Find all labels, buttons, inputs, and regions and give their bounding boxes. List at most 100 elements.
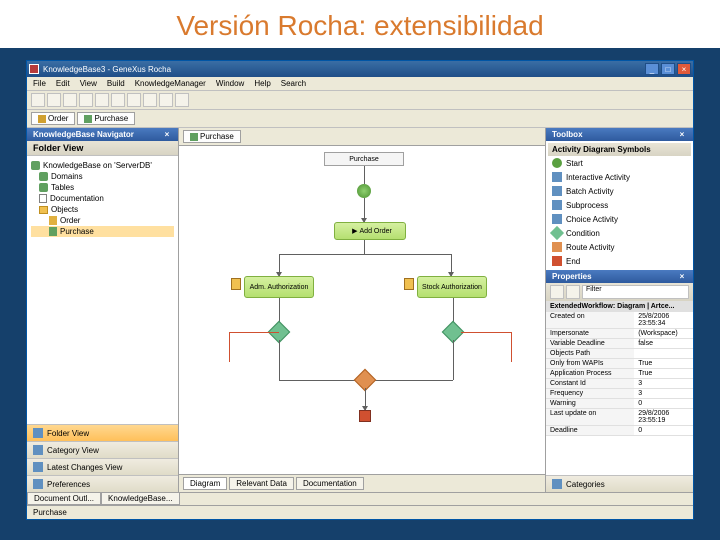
tree-objects[interactable]: Objects: [31, 204, 174, 215]
diagram-canvas[interactable]: Purchase ▶ Add Order Adm. Authorization …: [179, 146, 545, 474]
tool-redo[interactable]: [143, 93, 157, 107]
subprocess-icon: [552, 200, 562, 210]
stack-category-view[interactable]: Category View: [27, 441, 178, 458]
toolbox-close-icon[interactable]: ×: [677, 130, 687, 139]
tree-order[interactable]: Order: [31, 215, 174, 226]
add-order-node[interactable]: ▶ Add Order: [334, 222, 406, 240]
property-value[interactable]: 25/8/2006 23:55:34: [634, 312, 693, 328]
stack-preferences[interactable]: Preferences: [27, 475, 178, 492]
tree-tables[interactable]: Tables: [31, 182, 174, 193]
tool-build[interactable]: [159, 93, 173, 107]
btab-kb[interactable]: KnowledgeBase...: [101, 493, 180, 505]
property-value[interactable]: True: [634, 359, 693, 368]
window-titlebar: KnowledgeBase3 - GeneXus Rocha _ □ ×: [27, 61, 693, 77]
actor-icon: [231, 278, 241, 290]
maximize-button[interactable]: □: [661, 63, 675, 75]
tool-run[interactable]: [175, 93, 189, 107]
navigator-close-icon[interactable]: ×: [162, 130, 172, 139]
property-row[interactable]: Variable Deadlinefalse: [546, 339, 693, 349]
categories-footer[interactable]: Categories: [546, 475, 693, 492]
purchase-obj-icon: [49, 227, 57, 236]
tbx-subprocess[interactable]: Subprocess: [548, 198, 691, 212]
menu-help[interactable]: Help: [254, 79, 270, 88]
tool-open[interactable]: [47, 93, 61, 107]
prefs-icon: [33, 479, 43, 489]
property-value[interactable]: false: [634, 339, 693, 348]
tbx-start[interactable]: Start: [548, 156, 691, 170]
tree-root-label: KnowledgeBase on 'ServerDB': [43, 161, 152, 170]
tree-domains[interactable]: Domains: [31, 171, 174, 182]
tbx-batch[interactable]: Batch Activity: [548, 184, 691, 198]
stack-folder-view[interactable]: Folder View: [27, 424, 178, 441]
properties-grid[interactable]: ExtendedWorkflow: Diagram | Artce... Cre…: [546, 301, 693, 475]
stock-auth-node[interactable]: Stock Authorization: [417, 276, 487, 298]
property-value[interactable]: 3: [634, 379, 693, 388]
choice-icon: [552, 214, 562, 224]
menu-build[interactable]: Build: [107, 79, 125, 88]
menu-file[interactable]: File: [33, 79, 46, 88]
diagram-title-node[interactable]: Purchase: [324, 152, 404, 166]
tree-purchase[interactable]: Purchase: [31, 226, 174, 237]
tbx-route[interactable]: Route Activity: [548, 240, 691, 254]
property-row[interactable]: Deadline0: [546, 426, 693, 436]
menu-view[interactable]: View: [80, 79, 97, 88]
property-row[interactable]: Application ProcessTrue: [546, 369, 693, 379]
property-row[interactable]: Only from WAPIsTrue: [546, 359, 693, 369]
menu-search[interactable]: Search: [281, 79, 306, 88]
property-row[interactable]: Last update on29/8/2006 23:55:19: [546, 409, 693, 426]
menu-edit[interactable]: Edit: [56, 79, 70, 88]
stack-latest-changes[interactable]: Latest Changes View: [27, 458, 178, 475]
properties-close-icon[interactable]: ×: [677, 272, 687, 281]
menu-window[interactable]: Window: [216, 79, 244, 88]
tree-root[interactable]: KnowledgeBase on 'ServerDB': [31, 160, 174, 171]
menu-km[interactable]: KnowledgeManager: [135, 79, 206, 88]
property-value[interactable]: True: [634, 369, 693, 378]
tool-cut[interactable]: [79, 93, 93, 107]
minimize-button[interactable]: _: [645, 63, 659, 75]
property-value[interactable]: 0: [634, 426, 693, 435]
property-row[interactable]: Frequency3: [546, 389, 693, 399]
property-name: Deadline: [546, 426, 634, 435]
edge: [365, 380, 453, 381]
property-row[interactable]: Constant Id3: [546, 379, 693, 389]
tbx-interactive[interactable]: Interactive Activity: [548, 170, 691, 184]
property-row[interactable]: Created on25/8/2006 23:55:34: [546, 312, 693, 329]
property-value[interactable]: 29/8/2006 23:55:19: [634, 409, 693, 425]
start-node[interactable]: [357, 184, 371, 198]
tbx-choice[interactable]: Choice Activity: [548, 212, 691, 226]
tbx-end[interactable]: End: [548, 254, 691, 268]
btab-doc[interactable]: Documentation: [296, 477, 364, 490]
property-row[interactable]: Impersonate(Workspace): [546, 329, 693, 339]
end-node[interactable]: [359, 410, 371, 422]
adm-auth-node[interactable]: Adm. Authorization: [244, 276, 314, 298]
close-button[interactable]: ×: [677, 63, 691, 75]
property-name: Impersonate: [546, 329, 634, 338]
property-row[interactable]: Warning0: [546, 399, 693, 409]
tbx-condition[interactable]: Condition: [548, 226, 691, 240]
btab-diagram[interactable]: Diagram: [183, 477, 227, 490]
tab-order[interactable]: Order: [31, 112, 75, 125]
tool-undo[interactable]: [127, 93, 141, 107]
property-row[interactable]: Objects Path: [546, 349, 693, 359]
tab-purchase[interactable]: Purchase: [77, 112, 135, 125]
btab-data[interactable]: Relevant Data: [229, 477, 294, 490]
properties-filter[interactable]: Filter: [582, 285, 689, 299]
property-value[interactable]: [634, 349, 693, 358]
prop-az-btn[interactable]: [566, 285, 580, 299]
tool-save[interactable]: [63, 93, 77, 107]
property-value[interactable]: (Workspace): [634, 329, 693, 338]
editor-tab-purchase[interactable]: Purchase: [183, 130, 241, 143]
prop-cat-btn[interactable]: [550, 285, 564, 299]
tree-doc[interactable]: Documentation: [31, 193, 174, 204]
property-value[interactable]: 0: [634, 399, 693, 408]
app-window: KnowledgeBase3 - GeneXus Rocha _ □ × Fil…: [26, 60, 694, 520]
property-value[interactable]: 3: [634, 389, 693, 398]
navigator-pane: KnowledgeBase Navigator× Folder View Kno…: [27, 128, 179, 492]
tool-new[interactable]: [31, 93, 45, 107]
toolbox-group[interactable]: Activity Diagram Symbols: [548, 143, 691, 156]
btab-outline[interactable]: Document Outl...: [27, 493, 101, 505]
kb-icon: [31, 161, 40, 170]
tool-paste[interactable]: [111, 93, 125, 107]
tool-copy[interactable]: [95, 93, 109, 107]
folder-tree[interactable]: KnowledgeBase on 'ServerDB' Domains Tabl…: [27, 156, 178, 424]
